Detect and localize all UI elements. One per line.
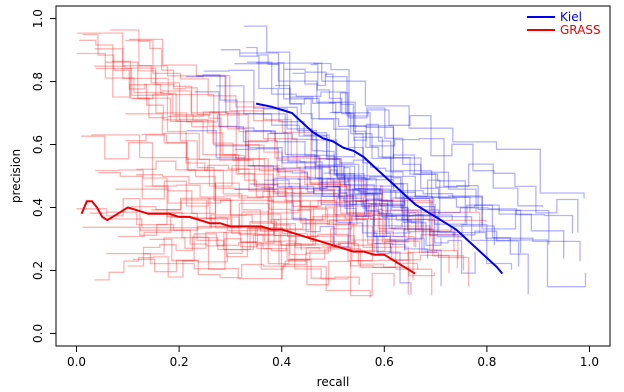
individual-curve [110, 29, 370, 220]
individual-curve [105, 61, 335, 246]
individual-curve [196, 75, 435, 250]
individual-curve [194, 91, 392, 214]
y-tick-label: 0.8 [31, 72, 45, 91]
y-axis-label: precision [9, 149, 23, 203]
individual-curve [76, 52, 450, 274]
individual-curve [328, 101, 417, 232]
individual-curve [320, 177, 574, 234]
individual-curve [313, 62, 529, 295]
x-tick-label: 1.0 [580, 355, 599, 369]
individual-curve [186, 130, 483, 225]
plot-frame [55, 5, 611, 347]
individual-curve [111, 60, 280, 265]
individual-curve [144, 182, 311, 231]
individual-curve [246, 46, 412, 295]
individual-curve [136, 174, 349, 280]
individual-curve [94, 48, 351, 224]
individual-curve [82, 215, 487, 246]
individual-curve [133, 258, 395, 297]
individual-curve [125, 39, 459, 269]
individual-curve [132, 93, 375, 254]
individual-curve [127, 224, 356, 271]
individual-curve [234, 148, 520, 267]
individual-curve [115, 188, 432, 238]
legend-label: GRASS [560, 23, 601, 37]
individual-curve [240, 52, 471, 213]
individual-curve [77, 32, 397, 265]
mean-curves-layer [80, 102, 504, 275]
individual-curve [297, 175, 581, 262]
x-tick-label: 0.4 [272, 355, 291, 369]
individual-curve [275, 84, 438, 253]
individual-curve [220, 49, 394, 246]
individual-curve [125, 113, 459, 260]
individual-curve [137, 70, 409, 295]
individual-curve [247, 165, 442, 246]
individual-curve [186, 74, 442, 287]
individual-curve [125, 134, 374, 262]
x-tick-label: 0.2 [170, 355, 189, 369]
individual-curves-layer [76, 25, 587, 298]
individual-curve [98, 172, 341, 246]
individual-curve [151, 197, 417, 248]
series-line-kiel [255, 102, 504, 275]
y-axis: 0.0 0.2 0.4 0.6 0.8 1.0 [31, 9, 56, 343]
individual-curve [106, 252, 371, 298]
individual-curve [136, 160, 434, 204]
x-axis: 0.0 0.2 0.4 0.6 0.8 1.0 [67, 346, 599, 369]
legend-label: Kiel [560, 10, 582, 24]
individual-curve [141, 133, 414, 281]
y-tick-label: 0.0 [31, 324, 45, 343]
individual-curve [262, 108, 412, 234]
individual-curve [79, 39, 283, 280]
individual-curve [264, 179, 513, 270]
individual-curve [107, 213, 421, 254]
x-tick-label: 0.8 [477, 355, 496, 369]
individual-curve [329, 111, 522, 254]
series-line-grass [80, 200, 416, 275]
x-tick-label: 0.6 [375, 355, 394, 369]
individual-curve [94, 65, 465, 271]
individual-curve [203, 69, 456, 236]
individual-curve [95, 169, 360, 285]
y-tick-label: 0.4 [31, 198, 45, 217]
individual-curve [215, 145, 550, 245]
individual-curve [247, 61, 544, 208]
individual-curve [81, 135, 320, 250]
individual-curve [292, 72, 453, 221]
individual-curve [143, 225, 415, 265]
individual-curve [138, 40, 281, 221]
individual-curve [234, 62, 585, 199]
individual-curve [130, 199, 435, 277]
individual-curve [300, 171, 387, 238]
individual-curve [149, 233, 419, 270]
individual-curve [91, 134, 481, 233]
x-tick-label: 0.0 [67, 355, 86, 369]
individual-curve [243, 25, 429, 259]
y-tick-label: 0.2 [31, 261, 45, 280]
individual-curve [323, 166, 403, 229]
individual-curve [146, 211, 433, 296]
x-axis-label: recall [317, 375, 350, 389]
individual-curve [76, 208, 470, 287]
individual-curve [249, 183, 406, 253]
individual-curve [82, 33, 318, 208]
individual-curve [273, 166, 565, 259]
y-tick-label: 0.6 [31, 135, 45, 154]
individual-curve [284, 68, 579, 233]
individual-curve [94, 241, 302, 281]
individual-curve [260, 177, 406, 230]
y-tick-label: 1.0 [31, 9, 45, 28]
individual-curve [216, 85, 466, 224]
individual-curve [256, 62, 477, 212]
individual-curve [89, 197, 275, 248]
individual-curve [95, 67, 455, 252]
individual-curve [129, 38, 365, 208]
